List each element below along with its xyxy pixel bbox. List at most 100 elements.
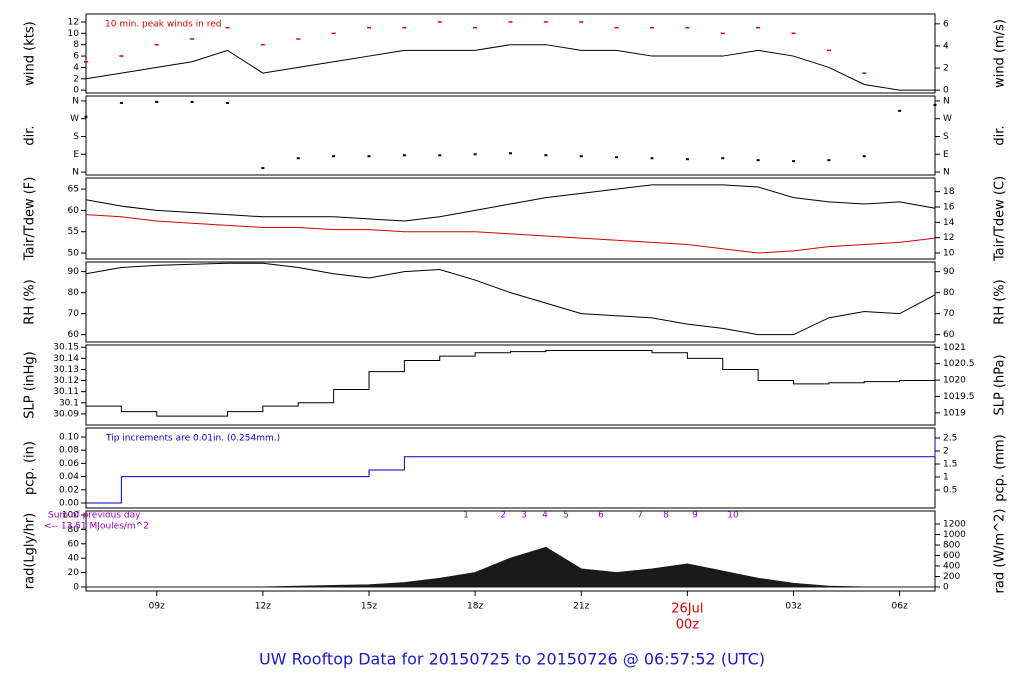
- y2-tick-label: 1.5: [943, 459, 957, 469]
- hour-mark: 4: [542, 511, 548, 521]
- y-tick-label: 10: [68, 29, 80, 39]
- dir-point: [862, 155, 866, 158]
- dir-point: [827, 159, 831, 162]
- y-tick-label: 8: [73, 40, 79, 50]
- dir-point: [615, 156, 619, 159]
- y-tick-label: 30.13: [53, 365, 79, 375]
- dir-point: [261, 167, 265, 170]
- y-tick-label: 6: [73, 52, 79, 62]
- y2-tick-label: W: [943, 114, 952, 124]
- y-axis-label: RH (%): [23, 279, 38, 324]
- y2-tick-label: E: [943, 150, 949, 160]
- y2-tick-label: 2: [943, 64, 949, 74]
- y2-tick-label: 1200: [943, 520, 966, 530]
- page-title: UW Rooftop Data for 20150725 to 20150726…: [259, 650, 765, 669]
- series-line: [85, 262, 936, 336]
- series-area: [86, 546, 935, 588]
- y2-tick-label: 1: [943, 472, 949, 482]
- y2-tick-label: 2.5: [943, 434, 957, 444]
- y-tick-label: 30.1: [59, 398, 79, 408]
- series-line: [85, 214, 936, 254]
- dir-point: [155, 100, 159, 103]
- y2-tick-label: 70: [943, 309, 955, 319]
- y2-tick-label: 1019: [943, 408, 966, 418]
- hour-mark: 8: [663, 511, 669, 521]
- y2-tick-label: 90: [943, 267, 955, 277]
- series-line: [85, 184, 936, 222]
- dir-point: [226, 101, 229, 104]
- annotation: 10 min. peak winds in red: [105, 20, 222, 30]
- y2-tick-label: 1021: [943, 343, 966, 353]
- dir-point: [190, 100, 194, 103]
- hour-mark: 5: [563, 511, 569, 521]
- y-axis-label: pcp. (in): [23, 441, 38, 495]
- dir-point: [685, 158, 689, 161]
- series-line: [85, 44, 935, 91]
- x-tick-label: 12z: [255, 602, 271, 612]
- dir-point: [756, 159, 760, 162]
- y2-axis-label: dir.: [993, 125, 1008, 145]
- y-tick-label: 4: [73, 63, 79, 73]
- y-tick-label: W: [70, 114, 79, 124]
- hour-mark: 7: [637, 511, 643, 521]
- y2-tick-label: 600: [943, 551, 960, 561]
- y2-tick-label: 1020.5: [943, 359, 975, 369]
- panel-frame: [85, 177, 936, 260]
- y-tick-label: 0.02: [59, 485, 79, 495]
- dir-point: [792, 160, 795, 163]
- y-axis-label: SLP (inHg): [23, 351, 38, 419]
- y2-axis-label: RH (%): [993, 279, 1008, 324]
- y2-tick-label: 200: [943, 572, 960, 582]
- y2-tick-label: S: [943, 132, 949, 142]
- dir-point: [332, 155, 336, 158]
- hour-mark: 2: [500, 511, 506, 521]
- y2-tick-label: 0: [943, 583, 949, 593]
- y-tick-label: 0: [73, 86, 79, 96]
- y-tick-label: E: [73, 150, 79, 160]
- hour-mark: 1: [463, 511, 469, 521]
- panel-frame: [85, 95, 936, 176]
- y-tick-label: 20: [68, 568, 80, 578]
- y-tick-label: 70: [68, 309, 80, 319]
- date-label: 26Jul: [671, 602, 703, 617]
- y2-tick-label: 60: [943, 330, 955, 340]
- y-tick-label: 30.15: [53, 343, 79, 353]
- y-axis-label: rad(Lgly/hr): [23, 513, 38, 589]
- x-tick-label: 06z: [892, 602, 908, 612]
- y2-tick-label: N: [943, 168, 950, 178]
- y-tick-label: 30.09: [53, 409, 79, 419]
- y2-tick-label: 0: [943, 86, 949, 96]
- y-tick-label: 90: [68, 267, 80, 277]
- y-tick-label: 2: [73, 74, 79, 84]
- hour-mark: 3: [521, 511, 527, 521]
- y-tick-label: 0.04: [59, 472, 79, 482]
- dir-point: [473, 153, 477, 156]
- y-tick-label: 30.14: [53, 354, 79, 364]
- panel-frame: [85, 261, 936, 343]
- y2-tick-label: 80: [943, 288, 955, 298]
- dir-point: [579, 155, 583, 158]
- x-tick-label: 09z: [149, 602, 165, 612]
- dir-point: [650, 157, 654, 160]
- hour-mark: 9: [692, 511, 698, 521]
- y-axis-label: Tair/Tdew (F): [23, 177, 38, 262]
- dir-point: [721, 157, 725, 160]
- x-tick-label: 21z: [573, 602, 589, 612]
- y-tick-label: N: [72, 96, 79, 106]
- y-tick-label: 60: [68, 539, 80, 549]
- x-tick-label: 03z: [785, 602, 801, 612]
- y-tick-label: 50: [68, 249, 80, 259]
- y2-tick-label: 2: [943, 447, 949, 457]
- y-tick-label: 0.00: [59, 498, 79, 508]
- hour-mark: 6: [598, 511, 604, 521]
- dir-point: [898, 109, 902, 112]
- y-tick-label: S: [73, 132, 79, 142]
- y-axis-label: dir.: [23, 125, 38, 145]
- dir-point: [544, 154, 548, 157]
- x-tick-label: 18z: [467, 602, 483, 612]
- y2-axis-label: wind (m/s): [993, 19, 1008, 88]
- y-axis-label: wind (kts): [23, 21, 38, 85]
- series-line: [86, 350, 936, 417]
- dir-point: [509, 152, 512, 155]
